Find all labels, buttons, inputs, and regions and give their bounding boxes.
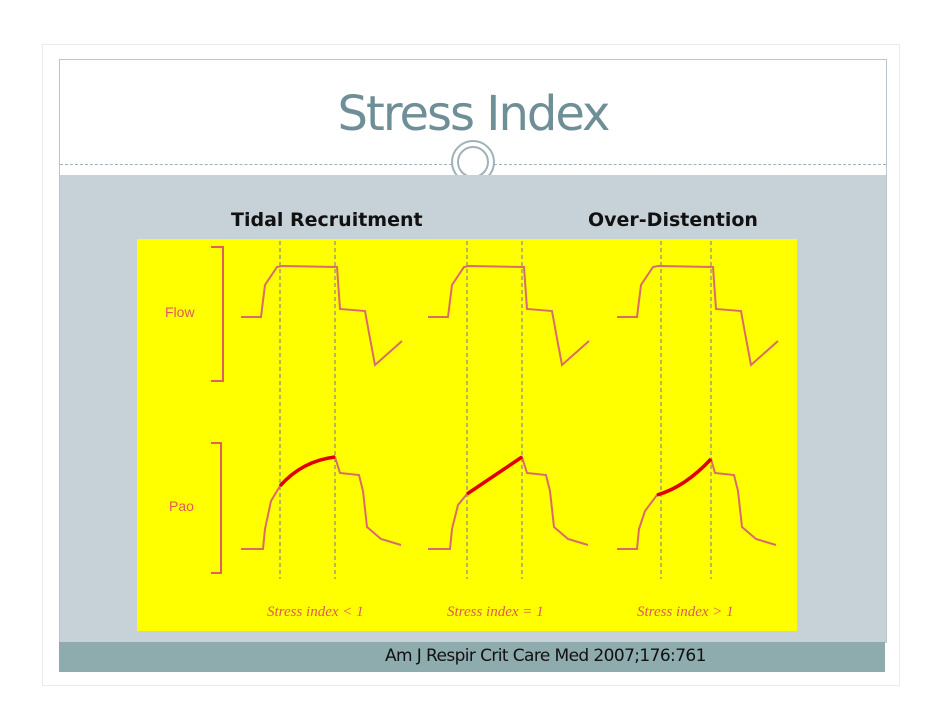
- panel-3-caption: Stress index > 1: [637, 604, 734, 620]
- row-label-flow: Flow: [165, 304, 195, 320]
- slide-title: Stress Index: [337, 86, 611, 142]
- heading-tidal-recruitment: Tidal Recruitment: [231, 209, 423, 231]
- pao-bracket: [211, 442, 222, 574]
- panel-2-caption: Stress index = 1: [447, 604, 544, 620]
- slide: Stress Index Tidal Recruitment Over-Dist…: [42, 44, 900, 686]
- panel-1: Stress index < 1: [241, 241, 403, 620]
- panel-1-flow-trace: [241, 264, 403, 367]
- panel-1-pao-highlight: [278, 455, 336, 488]
- panel-2-flow-trace: [428, 264, 590, 367]
- footer-bar: Am J Respir Crit Care Med 2007;176:761: [59, 642, 885, 672]
- panel-3: Stress index > 1: [617, 241, 779, 620]
- panel-2-pao-highlight: [466, 455, 523, 496]
- citation: Am J Respir Crit Care Med 2007;176:761: [385, 646, 706, 666]
- flow-bracket: [211, 246, 224, 382]
- panel-3-flow-trace: [617, 264, 779, 367]
- panel-2: Stress index = 1: [428, 241, 590, 620]
- panel-2-pao-trace: [428, 455, 589, 550]
- stress-index-figure: Flow Pao Stress index < 1 Stress index =…: [137, 239, 797, 631]
- row-label-pao: Pao: [169, 498, 194, 514]
- panel-3-pao-highlight: [656, 457, 713, 497]
- divider-ring-inner-icon: [457, 146, 489, 178]
- heading-over-distention: Over-Distention: [588, 209, 758, 231]
- panel-1-caption: Stress index < 1: [267, 604, 364, 620]
- waveform-svg: Flow Pao Stress index < 1 Stress index =…: [165, 241, 779, 620]
- panel-1-pao-trace: [241, 455, 402, 550]
